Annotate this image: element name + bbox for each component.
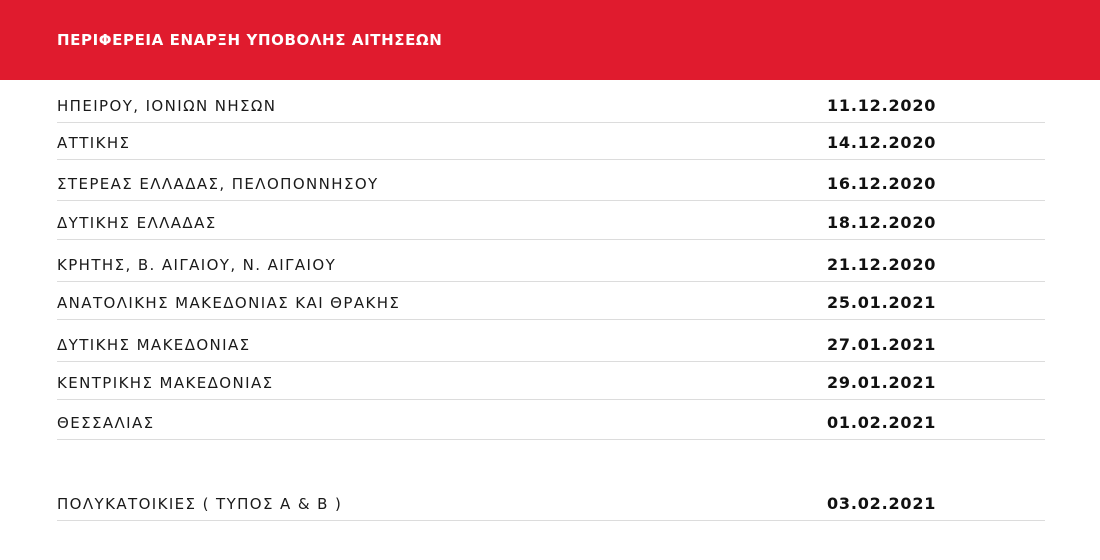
date-cell: 03.02.2021 <box>827 494 937 513</box>
table-row: ΗΠΕΙΡΟΥ, ΙΟΝΙΩΝ ΝΗΣΩΝ 11.12.2020 <box>57 96 1045 123</box>
region-cell: ΣΤΕΡΕΑΣ ΕΛΛΑΔΑΣ, ΠΕΛΟΠΟΝΝΗΣΟΥ <box>57 175 379 193</box>
table-row: ΠΟΛΥΚΑΤΟΙΚΙΕΣ ( ΤΥΠΟΣ Α & Β ) 03.02.2021 <box>57 494 1045 521</box>
date-cell: 25.01.2021 <box>827 293 937 312</box>
date-cell: 01.02.2021 <box>827 413 937 432</box>
table-row: ΔΥΤΙΚΗΣ ΕΛΛΑΔΑΣ 18.12.2020 <box>57 213 1045 240</box>
header-title: ΠΕΡΙΦΕΡΕΙΑ ΕΝΑΡΞΗ ΥΠΟΒΟΛΗΣ ΑΙΤΗΣΕΩΝ <box>57 31 443 49</box>
region-cell: ΚΕΝΤΡΙΚΗΣ ΜΑΚΕΔΟΝΙΑΣ <box>57 374 274 392</box>
table-row: ΚΡΗΤΗΣ, Β. ΑΙΓΑΙΟΥ, Ν. ΑΙΓΑΙΟΥ 21.12.202… <box>57 255 1045 282</box>
table-row: ΑΤΤΙΚΗΣ 14.12.2020 <box>57 133 1045 160</box>
region-cell: ΗΠΕΙΡΟΥ, ΙΟΝΙΩΝ ΝΗΣΩΝ <box>57 97 277 115</box>
table-row: ΚΕΝΤΡΙΚΗΣ ΜΑΚΕΔΟΝΙΑΣ 29.01.2021 <box>57 373 1045 400</box>
table-row: ΣΤΕΡΕΑΣ ΕΛΛΑΔΑΣ, ΠΕΛΟΠΟΝΝΗΣΟΥ 16.12.2020 <box>57 174 1045 201</box>
date-cell: 27.01.2021 <box>827 335 937 354</box>
date-cell: 11.12.2020 <box>827 96 937 115</box>
date-cell: 29.01.2021 <box>827 373 937 392</box>
region-cell: ΠΟΛΥΚΑΤΟΙΚΙΕΣ ( ΤΥΠΟΣ Α & Β ) <box>57 495 343 513</box>
region-cell: ΑΝΑΤΟΛΙΚΗΣ ΜΑΚΕΔΟΝΙΑΣ ΚΑΙ ΘΡΑΚΗΣ <box>57 294 401 312</box>
header-bar: ΠΕΡΙΦΕΡΕΙΑ ΕΝΑΡΞΗ ΥΠΟΒΟΛΗΣ ΑΙΤΗΣΕΩΝ <box>0 0 1100 80</box>
region-cell: ΔΥΤΙΚΗΣ ΕΛΛΑΔΑΣ <box>57 214 217 232</box>
region-cell: ΚΡΗΤΗΣ, Β. ΑΙΓΑΙΟΥ, Ν. ΑΙΓΑΙΟΥ <box>57 256 337 274</box>
date-cell: 18.12.2020 <box>827 213 937 232</box>
table-row: ΔΥΤΙΚΗΣ ΜΑΚΕΔΟΝΙΑΣ 27.01.2021 <box>57 335 1045 362</box>
region-cell: ΑΤΤΙΚΗΣ <box>57 134 131 152</box>
table-row: ΘΕΣΣΑΛΙΑΣ 01.02.2021 <box>57 413 1045 440</box>
region-cell: ΔΥΤΙΚΗΣ ΜΑΚΕΔΟΝΙΑΣ <box>57 336 251 354</box>
date-cell: 16.12.2020 <box>827 174 937 193</box>
table-row: ΑΝΑΤΟΛΙΚΗΣ ΜΑΚΕΔΟΝΙΑΣ ΚΑΙ ΘΡΑΚΗΣ 25.01.2… <box>57 293 1045 320</box>
date-cell: 14.12.2020 <box>827 133 937 152</box>
date-cell: 21.12.2020 <box>827 255 937 274</box>
region-cell: ΘΕΣΣΑΛΙΑΣ <box>57 414 155 432</box>
